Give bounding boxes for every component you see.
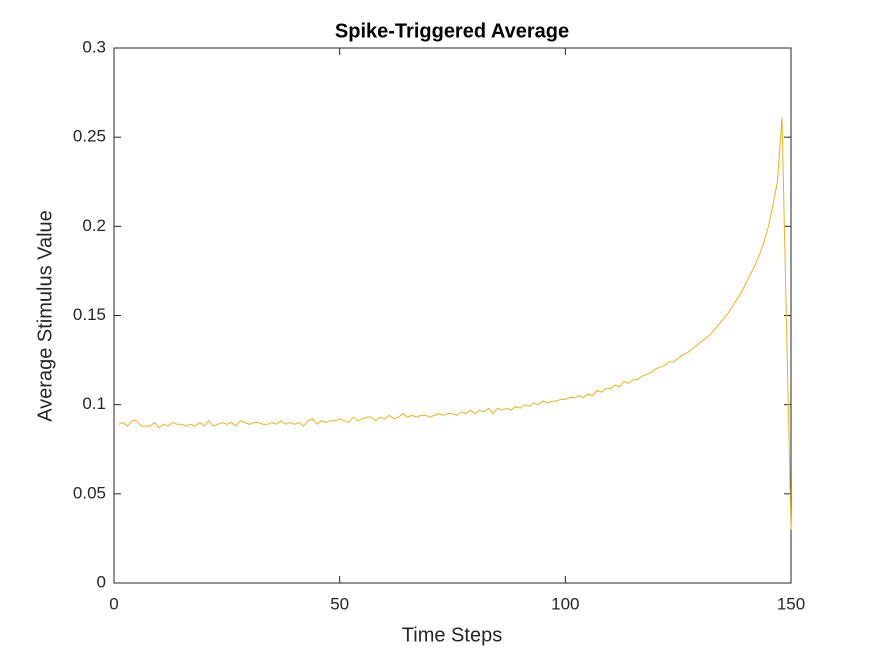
y-axis-label: Average Stimulus Value (34, 210, 56, 422)
y-tick-label: 0.05 (73, 483, 106, 502)
y-tick-label: 0 (97, 572, 106, 591)
y-tick-label: 0.2 (82, 216, 106, 235)
x-axis-label: Time Steps (402, 624, 502, 646)
y-tick-label: 0.3 (82, 37, 106, 56)
chart-title: Spike-Triggered Average (335, 20, 569, 42)
x-tick-label: 50 (330, 594, 349, 613)
y-tick-label: 0.25 (73, 127, 106, 146)
x-tick-label: 0 (109, 594, 118, 613)
axes-box (113, 47, 792, 584)
y-tick-label: 0.15 (73, 305, 106, 324)
y-tick-label: 0.1 (82, 394, 106, 413)
x-tick-label: 150 (777, 594, 805, 613)
data-line (118, 117, 792, 530)
x-tick-label: 100 (551, 594, 579, 613)
